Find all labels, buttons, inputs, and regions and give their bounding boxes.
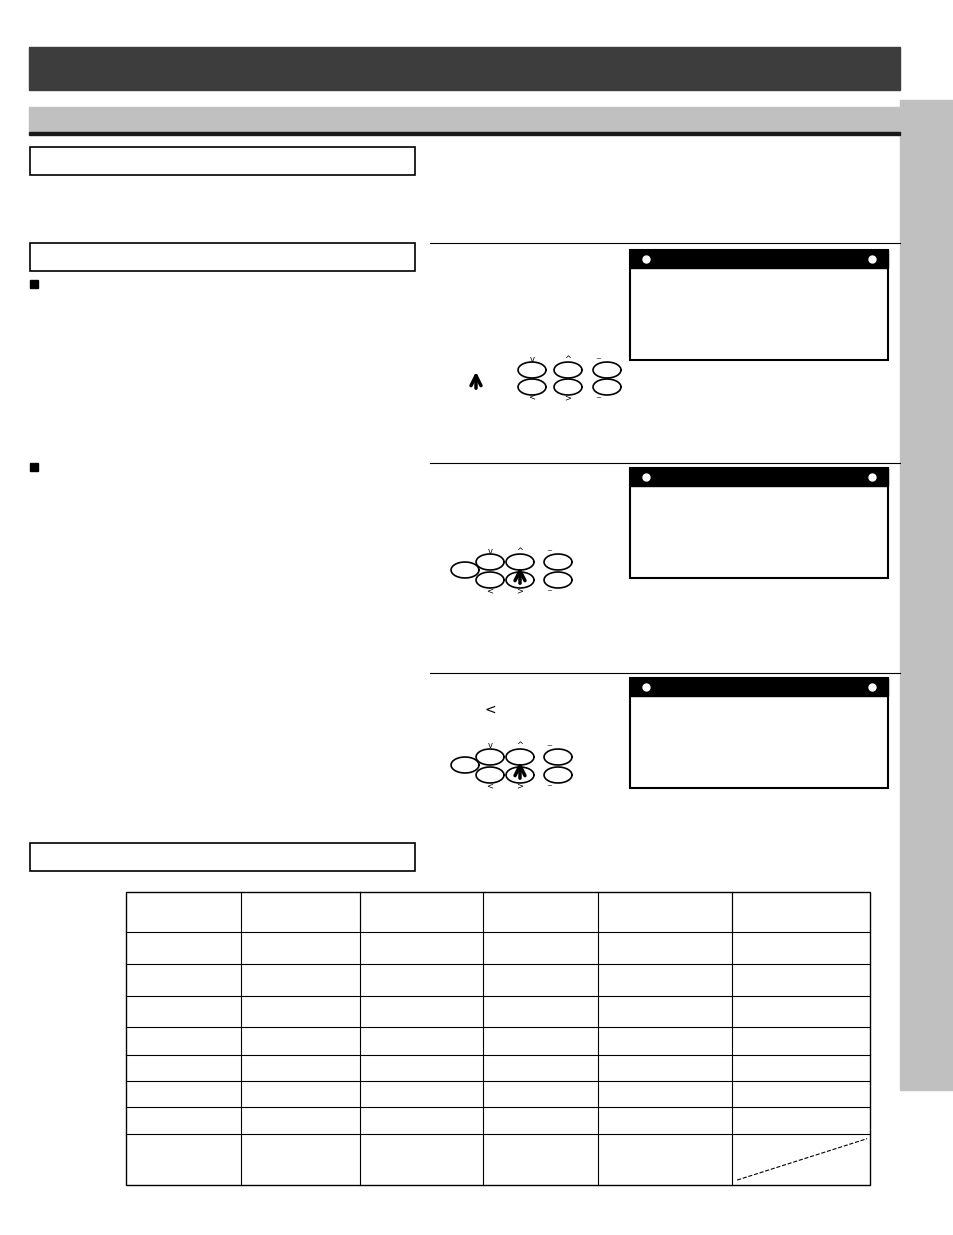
Text: <: < <box>486 782 493 790</box>
Bar <box>629 678 887 788</box>
Bar <box>629 468 887 578</box>
Text: v: v <box>529 356 534 364</box>
Bar <box>899 100 953 1091</box>
Bar <box>29 47 899 90</box>
Bar <box>29 132 899 135</box>
Bar <box>29 107 899 132</box>
Text: ^: ^ <box>516 741 523 751</box>
Text: ~: ~ <box>545 783 552 789</box>
Text: <: < <box>484 703 496 718</box>
Text: >: > <box>564 394 571 403</box>
Text: >: > <box>516 587 523 595</box>
Text: ~: ~ <box>595 395 600 401</box>
Bar <box>30 243 415 270</box>
Bar <box>629 249 887 268</box>
Text: v: v <box>487 547 492 556</box>
Text: ~: ~ <box>595 356 600 362</box>
Text: <: < <box>528 393 535 401</box>
Text: v: v <box>487 741 492 751</box>
Bar <box>30 463 38 471</box>
Bar <box>30 147 415 175</box>
Bar <box>629 678 887 697</box>
Bar <box>629 249 887 359</box>
Text: ~: ~ <box>545 743 552 748</box>
Text: ^: ^ <box>516 547 523 556</box>
Text: >: > <box>516 782 523 790</box>
Text: ~: ~ <box>545 548 552 555</box>
Bar <box>30 844 415 871</box>
Bar <box>126 892 869 1186</box>
Bar <box>629 468 887 487</box>
Text: ~: ~ <box>545 588 552 594</box>
Bar <box>30 280 38 288</box>
Text: <: < <box>486 587 493 595</box>
Text: ^: ^ <box>564 354 571 363</box>
